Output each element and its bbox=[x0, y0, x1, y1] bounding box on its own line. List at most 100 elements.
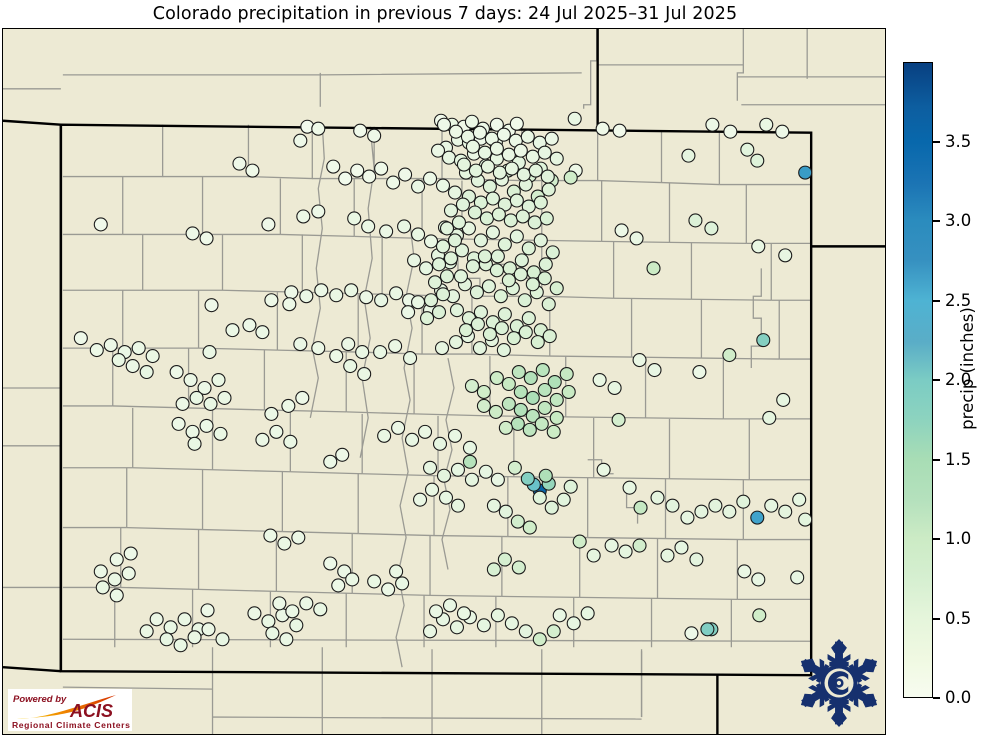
precip-marker bbox=[537, 271, 552, 286]
colorbar-tick-line bbox=[933, 538, 940, 540]
colorbar-tick-label: 1.0 bbox=[945, 529, 972, 548]
precip-marker bbox=[465, 139, 480, 154]
precip-marker bbox=[389, 564, 404, 579]
colorbar-tick-line bbox=[933, 458, 940, 461]
precip-marker bbox=[467, 205, 482, 220]
precip-marker bbox=[89, 343, 104, 358]
precip-marker bbox=[422, 624, 438, 639]
precip-marker bbox=[109, 588, 124, 603]
precip-marker bbox=[344, 283, 359, 298]
precip-marker bbox=[472, 125, 487, 140]
precip-marker bbox=[482, 327, 497, 342]
precip-marker bbox=[450, 462, 466, 477]
precip-marker bbox=[430, 143, 446, 158]
precip-marker bbox=[515, 209, 530, 224]
precip-marker bbox=[525, 149, 540, 164]
precip-marker bbox=[674, 540, 689, 555]
colorbar-tick-line bbox=[933, 140, 940, 143]
precip-marker bbox=[169, 364, 184, 380]
precip-marker bbox=[232, 156, 247, 171]
precip-marker bbox=[295, 390, 310, 405]
precip-marker bbox=[450, 498, 466, 513]
precip-marker bbox=[95, 580, 110, 595]
state-boundaries bbox=[3, 29, 885, 734]
precip-marker bbox=[367, 574, 382, 589]
precip-marker bbox=[530, 335, 545, 350]
precip-marker bbox=[776, 392, 791, 407]
precip-marker bbox=[362, 169, 377, 184]
precip-marker bbox=[792, 492, 807, 507]
precip-marker bbox=[692, 364, 707, 380]
precip-marker bbox=[540, 169, 555, 184]
colorbar: 0.0 0.5 1.0 1.5 2.0 2.5 3.0 3.5 bbox=[903, 62, 971, 707]
colorbar-axis-label: precip (inches) bbox=[952, 0, 982, 737]
precip-marker bbox=[293, 337, 308, 352]
precip-marker bbox=[534, 416, 549, 431]
precip-marker bbox=[401, 305, 416, 320]
precip-marker bbox=[361, 219, 376, 234]
precip-marker bbox=[202, 345, 217, 360]
precip-marker bbox=[511, 364, 526, 380]
precip-marker bbox=[159, 632, 174, 647]
precip-marker bbox=[736, 494, 751, 509]
map-axes bbox=[2, 28, 886, 735]
precip-marker bbox=[470, 317, 485, 332]
precip-marker bbox=[546, 624, 561, 639]
colorbar-tick-line bbox=[933, 379, 940, 381]
precip-marker bbox=[456, 606, 471, 621]
precip-marker bbox=[296, 209, 311, 224]
precip-marker bbox=[299, 289, 314, 304]
precip-marker bbox=[465, 259, 480, 274]
precip-marker bbox=[611, 412, 626, 427]
precip-marker bbox=[379, 224, 394, 239]
precip-marker bbox=[501, 273, 516, 288]
snowflake-letter-c bbox=[827, 671, 849, 695]
precip-marker bbox=[464, 378, 479, 394]
precip-marker bbox=[261, 614, 276, 629]
precip-marker bbox=[458, 323, 473, 338]
precip-marker bbox=[411, 295, 426, 310]
precip-marker bbox=[423, 234, 439, 249]
precip-marker bbox=[345, 572, 360, 587]
precip-marker bbox=[522, 422, 537, 437]
colorbar-tick-label: 2.5 bbox=[945, 290, 972, 310]
precip-marker bbox=[490, 472, 505, 487]
precip-marker bbox=[775, 124, 790, 139]
precip-marker bbox=[388, 339, 403, 354]
precip-marker bbox=[211, 372, 226, 388]
precip-marker bbox=[329, 349, 344, 364]
precip-marker bbox=[561, 384, 576, 400]
precip-marker bbox=[478, 464, 493, 479]
precip-marker bbox=[204, 298, 219, 313]
precip-marker bbox=[215, 632, 230, 647]
precip-marker bbox=[189, 390, 204, 405]
precip-marker bbox=[544, 500, 559, 515]
precip-marker bbox=[373, 345, 388, 360]
precip-marker bbox=[473, 233, 488, 248]
precip-marker bbox=[163, 620, 178, 635]
precip-marker bbox=[419, 261, 434, 276]
precip-marker bbox=[632, 353, 647, 368]
precip-marker bbox=[497, 237, 512, 252]
precip-marker bbox=[439, 269, 455, 284]
precip-marker bbox=[533, 195, 548, 210]
precip-marker bbox=[750, 153, 765, 168]
precip-marker bbox=[353, 123, 368, 138]
precip-marker bbox=[665, 498, 680, 513]
precip-marker bbox=[778, 504, 793, 519]
precip-marker bbox=[448, 335, 464, 350]
map-canvas bbox=[3, 29, 885, 734]
precip-marker bbox=[293, 133, 308, 148]
precip-marker bbox=[596, 462, 611, 477]
precip-marker bbox=[374, 293, 389, 308]
precip-marker bbox=[722, 348, 737, 363]
precip-marker bbox=[580, 606, 595, 621]
precip-marker bbox=[469, 285, 484, 300]
precip-marker bbox=[291, 530, 306, 545]
precip-marker bbox=[381, 582, 396, 597]
precip-marker bbox=[347, 211, 362, 226]
precip-marker bbox=[518, 325, 533, 340]
precip-marker bbox=[454, 243, 469, 258]
precip-marker bbox=[542, 329, 557, 344]
precip-marker bbox=[479, 211, 494, 226]
